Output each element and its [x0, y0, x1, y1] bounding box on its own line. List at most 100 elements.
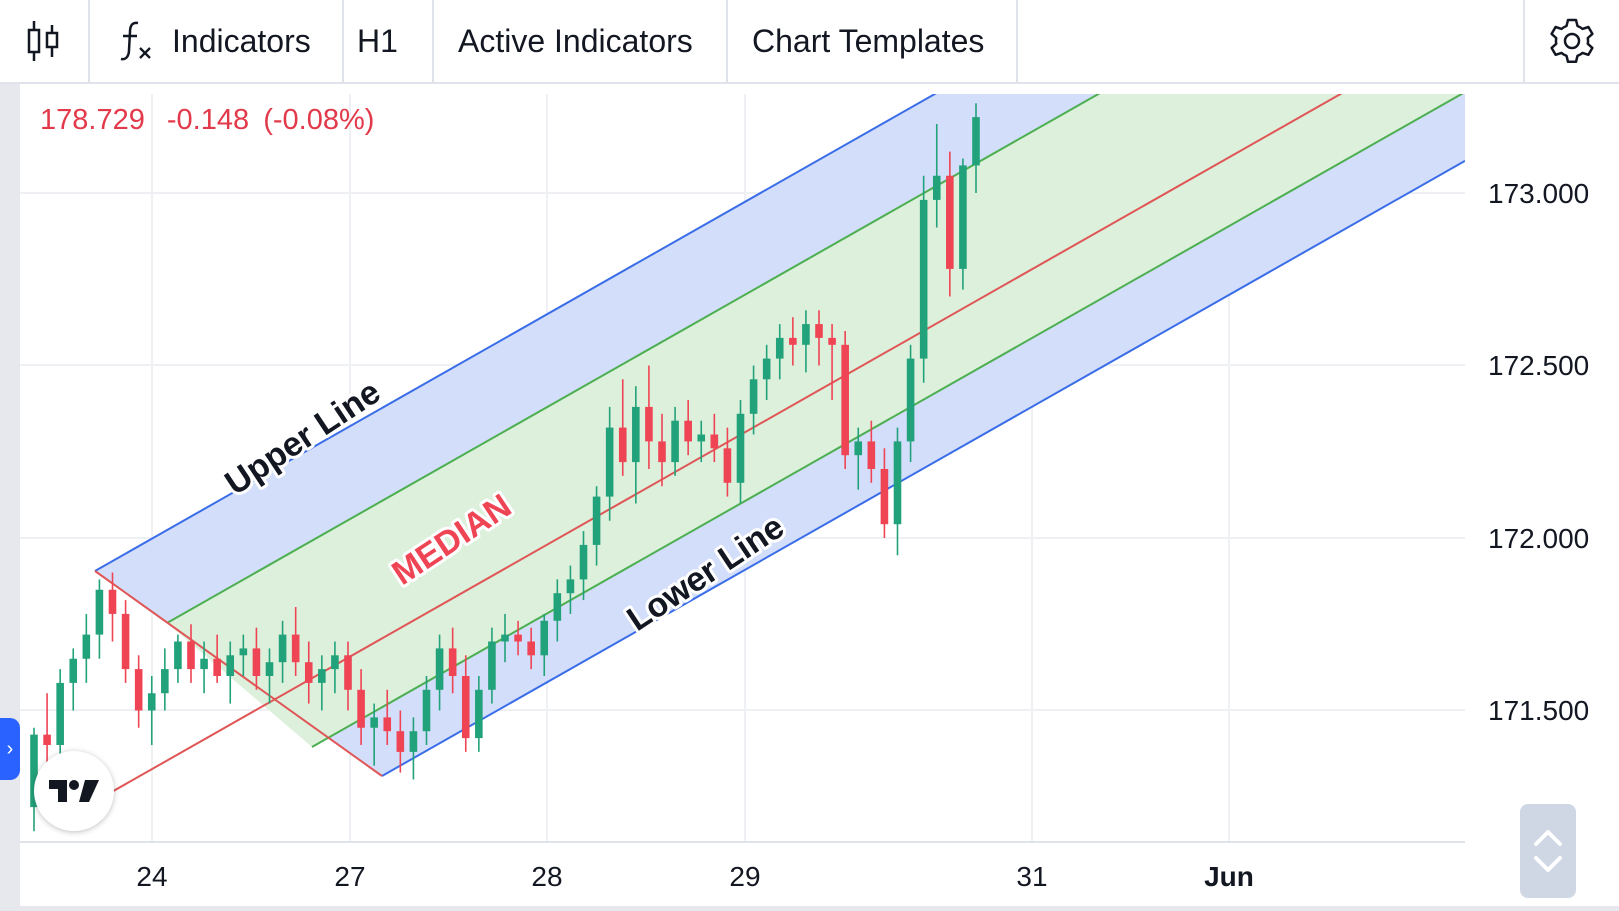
candle — [762, 344, 771, 400]
candlestick-icon — [26, 19, 62, 63]
candle-body — [82, 634, 91, 659]
candle — [736, 400, 745, 504]
candle — [461, 655, 470, 752]
candle — [867, 420, 876, 483]
candle-body — [318, 669, 326, 683]
candle-body — [304, 662, 313, 683]
candle-body — [959, 165, 967, 269]
candle-body — [553, 593, 562, 621]
candle — [383, 689, 392, 745]
price-tick-label: 173.000 — [1488, 178, 1589, 209]
chevron-right-icon: › — [6, 737, 14, 760]
candle-body — [645, 406, 653, 442]
candle-body — [671, 420, 679, 463]
candle-body — [95, 589, 104, 635]
candle-body — [723, 448, 732, 483]
candle-body — [566, 579, 575, 594]
candle-body — [710, 434, 719, 449]
candle — [501, 613, 509, 663]
chart-type-button[interactable] — [0, 0, 90, 82]
gear-icon — [1547, 16, 1597, 66]
candle-body — [697, 434, 706, 442]
candle-body — [161, 669, 169, 694]
candle-body — [906, 358, 915, 442]
candle-body — [514, 634, 522, 642]
candle-body — [527, 641, 535, 656]
candle-body — [632, 406, 640, 463]
candle-body — [331, 655, 339, 670]
candle — [749, 365, 758, 435]
candle-body — [121, 613, 130, 670]
candle-body — [409, 731, 418, 752]
candle — [671, 406, 679, 476]
last-price: 178.729 — [40, 104, 145, 136]
time-tick-label: 24 — [136, 861, 167, 892]
pitchfork-handle-line — [94, 570, 383, 777]
timeframe-button[interactable]: H1 — [344, 0, 434, 82]
time-axis[interactable]: 24 27 28 29 31 Jun — [136, 861, 1253, 892]
candle-body — [579, 544, 588, 580]
candle-body — [828, 337, 836, 345]
candle — [775, 324, 784, 380]
candle — [291, 607, 300, 676]
time-tick-label: 27 — [334, 861, 365, 892]
candle-body — [56, 682, 64, 745]
active-indicators-button[interactable]: Active Indicators — [434, 0, 728, 82]
candle-body — [946, 175, 954, 269]
candle — [645, 365, 653, 469]
candle — [200, 641, 208, 694]
candle — [828, 324, 836, 400]
candle — [815, 310, 823, 366]
pitchfork-inner-upper-line — [166, 94, 1101, 624]
candle-body — [658, 441, 666, 463]
candle — [435, 634, 444, 711]
candle-body — [880, 469, 889, 525]
scroll-to-realtime-button[interactable] — [1520, 804, 1576, 898]
candle — [697, 420, 706, 463]
candle-body — [749, 379, 758, 414]
candle-body — [893, 441, 902, 525]
candle — [684, 400, 692, 456]
candle-body — [592, 496, 601, 545]
price-change: -0.148 — [166, 104, 250, 136]
time-tick-label: Jun — [1204, 861, 1254, 892]
candle — [422, 676, 431, 745]
active-indicators-label: Active Indicators — [458, 22, 693, 59]
candle-body — [815, 324, 823, 338]
candle — [448, 627, 457, 694]
pitchfork-median-line — [94, 94, 1343, 803]
candle-body — [252, 648, 261, 676]
chart-templates-button[interactable]: Chart Templates — [728, 0, 1018, 82]
expand-sidebar-button[interactable]: › — [0, 718, 20, 780]
candle — [789, 317, 797, 366]
candle-body — [422, 689, 431, 732]
candle — [880, 448, 889, 538]
candle — [213, 634, 221, 683]
candle — [174, 634, 182, 683]
price-tick-label: 172.000 — [1488, 523, 1589, 554]
settings-button[interactable] — [1523, 0, 1619, 82]
candle-body — [344, 655, 352, 690]
candle-body — [226, 655, 235, 676]
price-tick-label: 171.500 — [1488, 695, 1589, 726]
candle — [278, 620, 287, 683]
candle — [802, 310, 810, 373]
candle — [632, 386, 640, 504]
candle — [30, 727, 38, 832]
candle — [56, 669, 64, 763]
indicators-button[interactable]: Indicators — [90, 0, 344, 82]
price-axis[interactable]: 173.000 172.500 172.000 171.500 — [1488, 178, 1589, 726]
candle — [161, 648, 169, 711]
tradingview-logo[interactable] — [34, 751, 114, 831]
price-change-percent: (-0.08%) — [263, 104, 375, 136]
candle-body — [435, 648, 444, 690]
candle-body — [775, 337, 784, 359]
candle — [932, 124, 941, 228]
candle-body — [605, 427, 614, 497]
candlestick-series — [30, 103, 980, 832]
candle — [265, 648, 274, 704]
time-tick-label: 31 — [1016, 861, 1047, 892]
candle-body — [501, 634, 509, 642]
candle-body — [278, 634, 287, 663]
